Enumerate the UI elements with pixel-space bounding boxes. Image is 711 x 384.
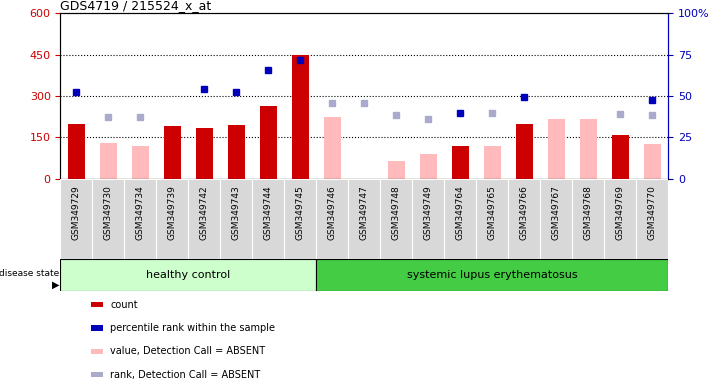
Text: GSM349743: GSM349743 — [232, 185, 241, 240]
Bar — [292, 55, 309, 179]
Bar — [324, 117, 341, 179]
Bar — [100, 143, 117, 179]
Text: GSM349745: GSM349745 — [296, 185, 305, 240]
Text: percentile rank within the sample: percentile rank within the sample — [110, 323, 275, 333]
Text: GSM349749: GSM349749 — [424, 185, 433, 240]
Text: count: count — [110, 300, 138, 310]
Bar — [316, 259, 668, 291]
Bar — [91, 349, 103, 354]
Text: GSM349739: GSM349739 — [168, 185, 177, 240]
Bar — [636, 179, 668, 259]
Bar — [572, 179, 604, 259]
Bar — [228, 125, 245, 179]
Bar — [483, 146, 501, 179]
Bar — [196, 127, 213, 179]
Bar — [419, 154, 437, 179]
Bar — [547, 119, 565, 179]
Text: GSM349767: GSM349767 — [552, 185, 561, 240]
Bar — [188, 179, 220, 259]
Bar — [220, 179, 252, 259]
Text: GSM349766: GSM349766 — [520, 185, 529, 240]
Bar — [540, 179, 572, 259]
Bar — [60, 179, 92, 259]
Bar — [260, 106, 277, 179]
Text: GSM349742: GSM349742 — [200, 185, 209, 240]
Text: GSM349769: GSM349769 — [616, 185, 625, 240]
Text: GSM349765: GSM349765 — [488, 185, 497, 240]
Bar — [164, 126, 181, 179]
Bar — [611, 134, 629, 179]
Bar — [316, 179, 348, 259]
Bar — [387, 161, 405, 179]
Bar — [348, 179, 380, 259]
Text: GSM349747: GSM349747 — [360, 185, 369, 240]
Text: rank, Detection Call = ABSENT: rank, Detection Call = ABSENT — [110, 370, 260, 380]
Bar — [643, 144, 661, 179]
Text: GSM349730: GSM349730 — [104, 185, 113, 240]
Bar — [412, 179, 444, 259]
Bar — [579, 119, 597, 179]
Bar — [451, 146, 469, 179]
Text: ▶: ▶ — [52, 280, 59, 290]
Text: GSM349729: GSM349729 — [72, 185, 81, 240]
Bar — [91, 302, 103, 308]
Bar — [380, 179, 412, 259]
Text: disease state: disease state — [0, 269, 59, 278]
Text: GSM349768: GSM349768 — [584, 185, 593, 240]
Bar — [284, 179, 316, 259]
Text: GSM349764: GSM349764 — [456, 185, 465, 240]
Bar — [132, 146, 149, 179]
Text: GSM349734: GSM349734 — [136, 185, 145, 240]
Bar — [444, 179, 476, 259]
Bar — [604, 179, 636, 259]
Text: value, Detection Call = ABSENT: value, Detection Call = ABSENT — [110, 346, 265, 356]
Text: GSM349748: GSM349748 — [392, 185, 401, 240]
Bar — [476, 179, 508, 259]
Text: systemic lupus erythematosus: systemic lupus erythematosus — [407, 270, 577, 280]
Bar — [60, 259, 316, 291]
Bar — [92, 179, 124, 259]
Text: GSM349770: GSM349770 — [648, 185, 657, 240]
Text: GSM349746: GSM349746 — [328, 185, 337, 240]
Bar — [91, 372, 103, 377]
Bar — [252, 179, 284, 259]
Bar — [68, 124, 85, 179]
Bar — [156, 179, 188, 259]
Bar — [508, 179, 540, 259]
Bar — [515, 124, 533, 179]
Bar — [124, 179, 156, 259]
Text: GDS4719 / 215524_x_at: GDS4719 / 215524_x_at — [60, 0, 212, 12]
Text: GSM349744: GSM349744 — [264, 185, 273, 240]
Text: healthy control: healthy control — [146, 270, 230, 280]
Bar — [91, 325, 103, 331]
